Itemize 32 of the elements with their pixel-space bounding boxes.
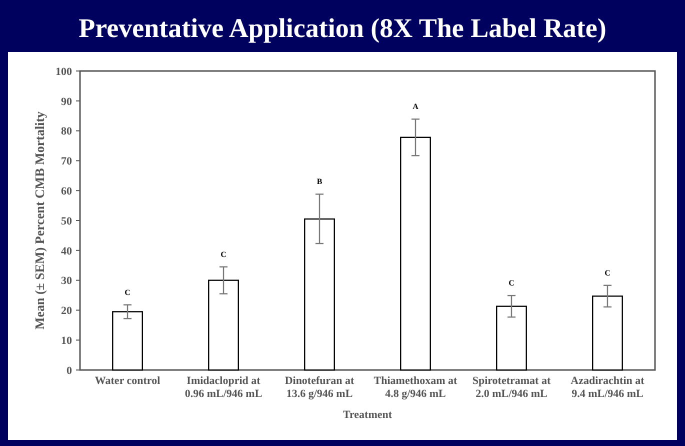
x-axis-title: Treatment — [342, 409, 392, 421]
bar — [304, 218, 335, 371]
x-tick-label: Water control — [94, 375, 160, 387]
y-axis-title: Mean (± SEM) Percent CMB Mortality — [32, 110, 47, 330]
bar — [400, 136, 431, 371]
y-tick-label: 60 — [61, 185, 72, 198]
y-tick-label: 30 — [61, 275, 72, 288]
bar — [112, 311, 143, 371]
annotation: A — [412, 102, 419, 112]
y-tick-label: 0 — [66, 364, 72, 377]
y-tick-label: 20 — [61, 305, 72, 318]
annotation: C — [124, 288, 131, 297]
y-tick-label: 80 — [61, 126, 72, 138]
annotation: C — [604, 268, 611, 278]
bar — [592, 296, 623, 371]
annotation: C — [220, 250, 227, 259]
x-tick-label: Dinotefuran at 13.6 g/946 mL — [284, 375, 355, 400]
y-tick-label: 70 — [61, 156, 72, 168]
bar — [496, 306, 527, 371]
y-tick-label: 40 — [61, 245, 72, 258]
x-tick-label: Imidacloprid at 0.96 mL/946 mL — [184, 375, 262, 400]
y-tick-label: 10 — [61, 334, 72, 347]
y-tick-label: 50 — [61, 215, 72, 228]
x-tick-label: Spirotetramat at 2.0 mL/946 mL — [472, 375, 551, 400]
bar — [208, 280, 239, 371]
y-tick-label: 90 — [61, 96, 72, 108]
x-tick-label: Thiamethoxam at 4.8 g/946 mL — [374, 375, 458, 400]
chart-title: Preventative Application (8X The Label Rate) — [78, 13, 606, 43]
annotation: B — [316, 177, 323, 186]
x-tick-label: Azadirachtin at 9.4 mL/946 mL — [570, 375, 645, 400]
y-tick-label: 100 — [56, 66, 72, 78]
annotation: C — [508, 278, 515, 288]
